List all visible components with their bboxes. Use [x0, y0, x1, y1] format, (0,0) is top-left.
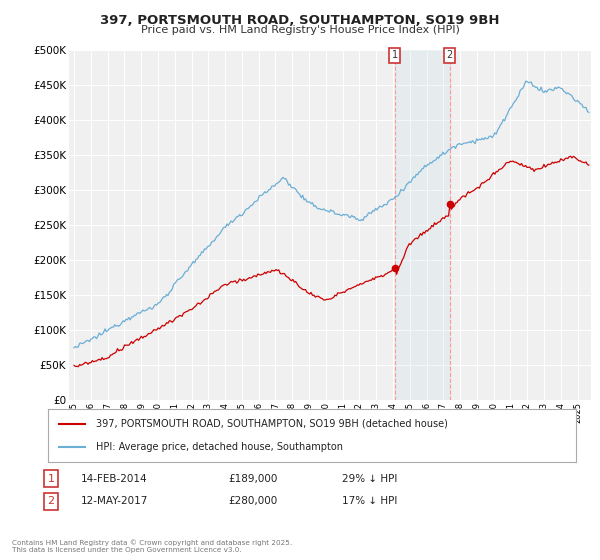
Text: £280,000: £280,000: [228, 496, 277, 506]
Text: 17% ↓ HPI: 17% ↓ HPI: [342, 496, 397, 506]
Bar: [395, 50, 449, 400]
Text: 397, PORTSMOUTH ROAD, SOUTHAMPTON, SO19 9BH: 397, PORTSMOUTH ROAD, SOUTHAMPTON, SO19 …: [100, 14, 500, 27]
Text: 1: 1: [47, 474, 55, 484]
Text: 12-MAY-2017: 12-MAY-2017: [81, 496, 148, 506]
Text: 2: 2: [47, 496, 55, 506]
Text: HPI: Average price, detached house, Southampton: HPI: Average price, detached house, Sout…: [95, 442, 343, 452]
Text: 397, PORTSMOUTH ROAD, SOUTHAMPTON, SO19 9BH (detached house): 397, PORTSMOUTH ROAD, SOUTHAMPTON, SO19 …: [95, 419, 448, 429]
Text: 14-FEB-2014: 14-FEB-2014: [81, 474, 148, 484]
Text: 2: 2: [446, 50, 452, 60]
Text: 29% ↓ HPI: 29% ↓ HPI: [342, 474, 397, 484]
Text: £189,000: £189,000: [228, 474, 277, 484]
Text: Contains HM Land Registry data © Crown copyright and database right 2025.
This d: Contains HM Land Registry data © Crown c…: [12, 540, 292, 553]
Text: 1: 1: [392, 50, 398, 60]
Text: Price paid vs. HM Land Registry's House Price Index (HPI): Price paid vs. HM Land Registry's House …: [140, 25, 460, 35]
